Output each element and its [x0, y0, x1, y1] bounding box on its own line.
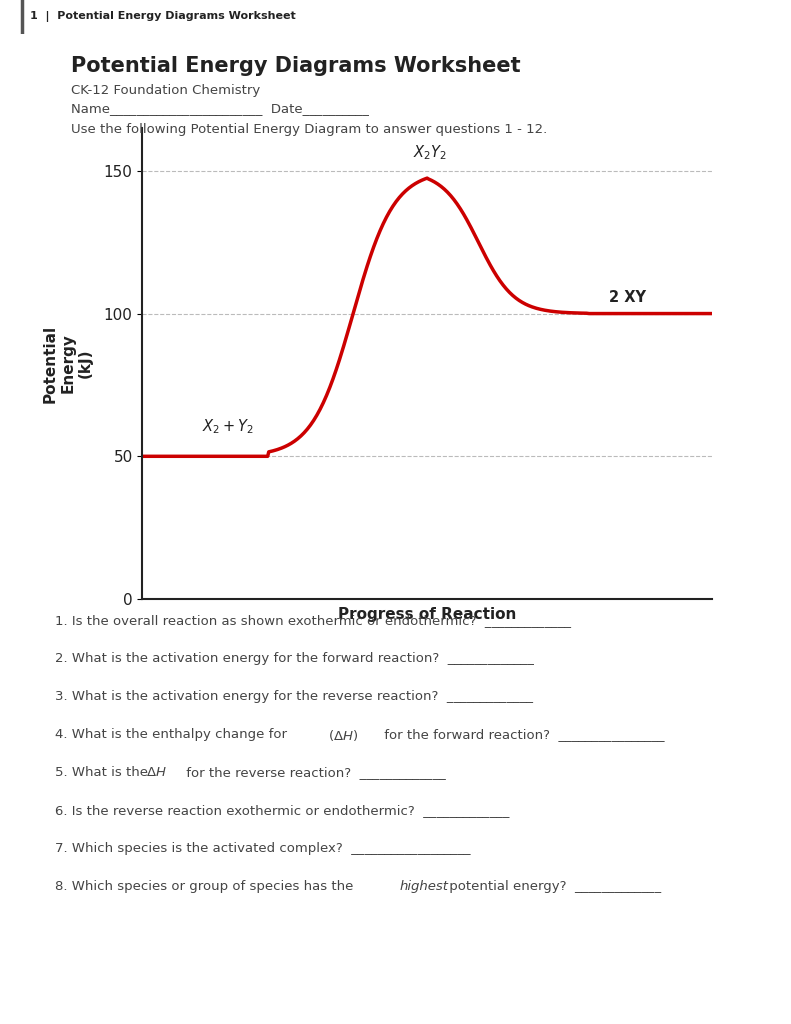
Y-axis label: Potential
Energy
(kJ): Potential Energy (kJ) [43, 325, 93, 402]
Text: highest: highest [399, 880, 448, 893]
Text: $\Delta H$: $\Delta H$ [146, 766, 167, 779]
Text: 8. Which species or group of species has the: 8. Which species or group of species has… [55, 880, 358, 893]
Text: 1  |  Potential Energy Diagrams Worksheet: 1 | Potential Energy Diagrams Worksheet [30, 11, 296, 23]
Text: Name_______________________  Date__________: Name_______________________ Date________… [71, 102, 369, 116]
X-axis label: Progress of Reaction: Progress of Reaction [338, 607, 517, 623]
Text: potential energy?  _____________: potential energy? _____________ [445, 880, 661, 893]
Text: 5. What is the: 5. What is the [55, 766, 153, 779]
Text: 7. Which species is the activated complex?  __________________: 7. Which species is the activated comple… [55, 842, 471, 855]
Text: for the reverse reaction?  _____________: for the reverse reaction? _____________ [182, 766, 445, 779]
Text: $(\Delta H)$: $(\Delta H)$ [328, 728, 358, 743]
Text: Potential Energy Diagrams Worksheet: Potential Energy Diagrams Worksheet [71, 56, 520, 77]
Text: for the forward reaction?  ________________: for the forward reaction? ______________… [380, 728, 664, 741]
Text: 4. What is the enthalpy change for: 4. What is the enthalpy change for [55, 728, 292, 741]
Text: CK-12 Foundation Chemistry: CK-12 Foundation Chemistry [71, 84, 260, 97]
Text: 2 XY: 2 XY [609, 290, 646, 305]
Text: 3. What is the activation energy for the reverse reaction?  _____________: 3. What is the activation energy for the… [55, 690, 533, 703]
Text: 6. Is the reverse reaction exothermic or endothermic?  _____________: 6. Is the reverse reaction exothermic or… [55, 804, 509, 817]
Text: $X_2Y_2$: $X_2Y_2$ [413, 143, 447, 162]
Text: 2. What is the activation energy for the forward reaction?  _____________: 2. What is the activation energy for the… [55, 652, 534, 666]
Text: 1. Is the overall reaction as shown exothermic or endothermic?  _____________: 1. Is the overall reaction as shown exot… [55, 614, 571, 628]
Text: $X_2 + Y_2$: $X_2 + Y_2$ [202, 418, 254, 436]
Text: Use the following Potential Energy Diagram to answer questions 1 - 12.: Use the following Potential Energy Diagr… [71, 123, 547, 136]
